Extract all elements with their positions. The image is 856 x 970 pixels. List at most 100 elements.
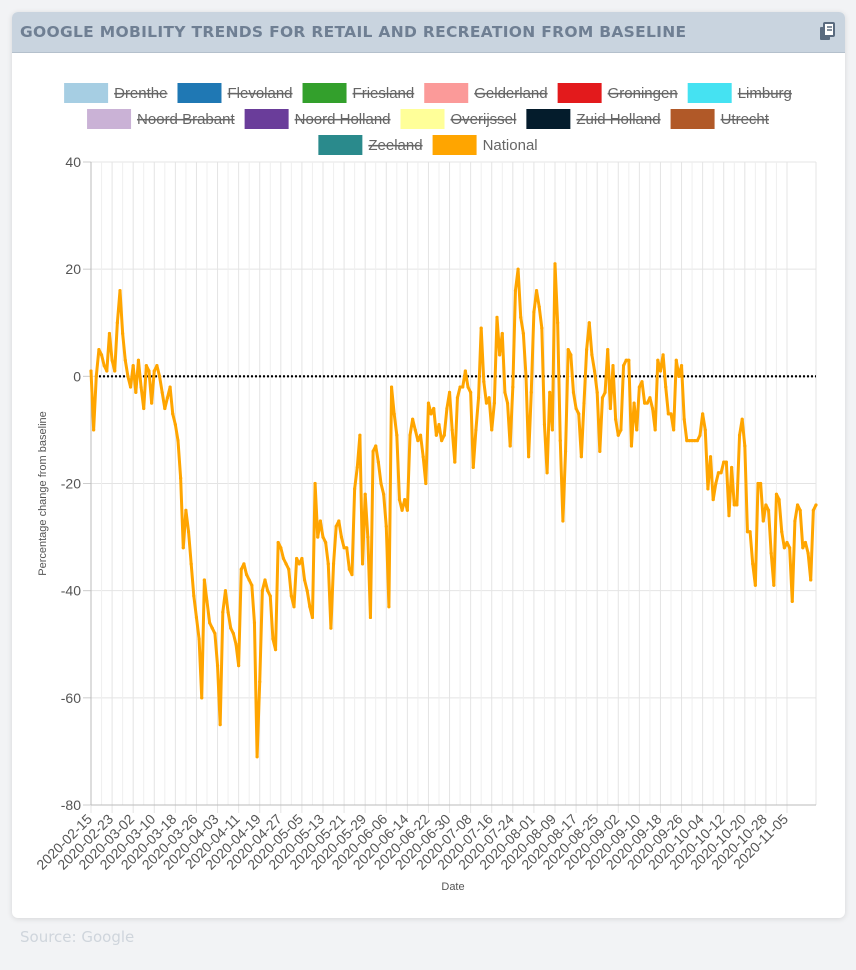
data-point[interactable] xyxy=(627,358,631,362)
data-point[interactable] xyxy=(99,353,104,357)
data-point[interactable] xyxy=(500,331,504,336)
data-point[interactable] xyxy=(150,401,154,405)
data-point[interactable] xyxy=(769,551,773,555)
data-point[interactable] xyxy=(176,439,180,443)
data-point[interactable] xyxy=(469,390,473,395)
data-point[interactable] xyxy=(208,621,212,625)
data-point[interactable] xyxy=(669,412,673,416)
data-point[interactable] xyxy=(310,615,315,620)
data-point[interactable] xyxy=(455,396,460,400)
data-point[interactable] xyxy=(421,455,425,459)
data-point[interactable] xyxy=(511,385,515,389)
data-point[interactable] xyxy=(503,390,507,395)
data-point[interactable] xyxy=(318,519,322,523)
data-point[interactable] xyxy=(416,439,420,443)
data-point[interactable] xyxy=(123,358,127,362)
data-point[interactable] xyxy=(542,422,547,427)
data-point[interactable] xyxy=(210,626,214,630)
data-point[interactable] xyxy=(152,369,156,373)
data-point[interactable] xyxy=(482,380,486,384)
data-point[interactable] xyxy=(113,369,117,373)
data-point[interactable] xyxy=(490,428,494,432)
data-point[interactable] xyxy=(534,289,539,293)
data-point[interactable] xyxy=(165,396,170,400)
data-point[interactable] xyxy=(788,546,792,550)
data-point[interactable] xyxy=(616,433,620,437)
data-point[interactable] xyxy=(229,626,233,630)
data-point[interactable] xyxy=(606,347,610,352)
data-point[interactable] xyxy=(553,262,557,266)
data-point[interactable] xyxy=(558,439,562,443)
data-point[interactable] xyxy=(569,353,573,357)
data-point[interactable] xyxy=(621,364,626,368)
data-point[interactable] xyxy=(629,444,634,448)
data-point[interactable] xyxy=(487,396,491,400)
data-point[interactable] xyxy=(600,396,605,400)
data-point[interactable] xyxy=(753,583,757,587)
data-point[interactable] xyxy=(761,519,765,523)
data-point[interactable] xyxy=(724,460,728,464)
data-point[interactable] xyxy=(664,385,668,389)
data-point[interactable] xyxy=(463,369,467,373)
legend-item-national[interactable]: National xyxy=(432,135,538,155)
data-point[interactable] xyxy=(218,723,222,727)
data-point[interactable] xyxy=(379,481,383,486)
data-point[interactable] xyxy=(677,374,681,378)
data-point[interactable] xyxy=(814,503,818,507)
data-point[interactable] xyxy=(519,315,523,319)
data-point[interactable] xyxy=(200,696,204,700)
data-point[interactable] xyxy=(453,460,457,464)
data-point[interactable] xyxy=(440,439,444,443)
data-point[interactable] xyxy=(687,439,692,443)
data-point[interactable] xyxy=(297,562,301,566)
data-point[interactable] xyxy=(806,551,810,555)
legend-item-zeeland[interactable]: Zeeland xyxy=(318,135,423,155)
data-point[interactable] xyxy=(263,578,267,582)
data-point[interactable] xyxy=(339,535,344,539)
data-point[interactable] xyxy=(637,385,641,389)
data-point[interactable] xyxy=(432,406,436,411)
data-point[interactable] xyxy=(748,530,752,534)
data-point[interactable] xyxy=(645,401,649,405)
data-point[interactable] xyxy=(793,519,797,523)
data-point[interactable] xyxy=(144,364,148,368)
data-point[interactable] xyxy=(442,433,446,437)
data-point[interactable] xyxy=(387,605,391,609)
data-point[interactable] xyxy=(94,374,98,378)
data-point[interactable] xyxy=(107,331,112,336)
data-point[interactable] xyxy=(128,385,133,389)
data-point[interactable] xyxy=(809,578,813,582)
data-point[interactable] xyxy=(163,406,167,411)
data-point[interactable] xyxy=(279,546,283,550)
data-point[interactable] xyxy=(548,390,552,395)
data-point[interactable] xyxy=(590,353,594,357)
data-point[interactable] xyxy=(276,540,280,545)
data-point[interactable] xyxy=(577,412,581,416)
data-point[interactable] xyxy=(516,267,520,271)
data-point[interactable] xyxy=(445,406,449,411)
data-point[interactable] xyxy=(252,621,257,625)
data-point[interactable] xyxy=(139,385,143,389)
data-point[interactable] xyxy=(474,428,478,432)
data-point[interactable] xyxy=(461,385,465,389)
data-point[interactable] xyxy=(260,589,264,593)
legend-item-drenthe[interactable]: Drenthe xyxy=(64,83,167,103)
data-point[interactable] xyxy=(411,417,415,421)
data-point[interactable] xyxy=(429,412,433,416)
data-point[interactable] xyxy=(527,455,531,459)
data-point[interactable] xyxy=(722,460,726,464)
data-point[interactable] xyxy=(292,605,296,609)
data-point[interactable] xyxy=(334,524,338,528)
data-point[interactable] xyxy=(561,519,565,523)
data-point[interactable] xyxy=(194,615,199,620)
data-point[interactable] xyxy=(408,433,412,437)
data-point[interactable] xyxy=(579,455,583,459)
data-point[interactable] xyxy=(437,422,441,427)
data-point[interactable] xyxy=(213,631,217,636)
data-point[interactable] xyxy=(316,535,320,539)
data-point[interactable] xyxy=(157,374,162,378)
data-point[interactable] xyxy=(582,401,586,405)
data-point[interactable] xyxy=(389,385,394,389)
data-point[interactable] xyxy=(803,540,808,545)
data-point[interactable] xyxy=(811,508,815,512)
